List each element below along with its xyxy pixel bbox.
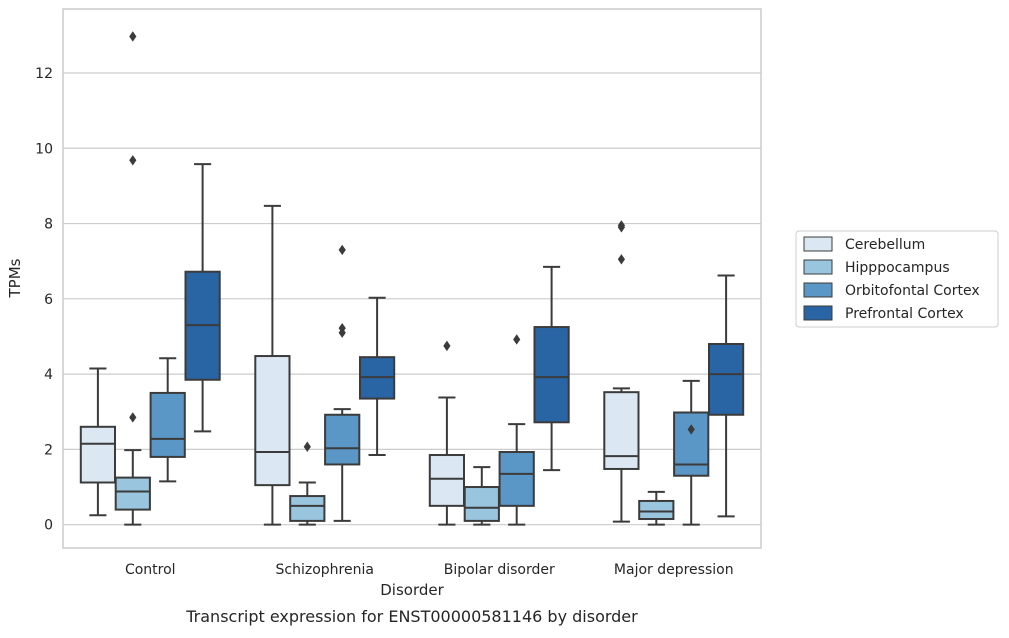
outlier-point <box>338 244 346 256</box>
box-iqr <box>498 451 535 507</box>
plot-area <box>63 9 761 548</box>
outlier-point <box>617 220 625 231</box>
box-iqr <box>289 495 326 522</box>
box-group <box>149 357 186 483</box>
box-group <box>603 220 640 523</box>
y-axis-label: TPMs <box>6 258 24 298</box>
outlier-point <box>129 31 137 42</box>
box-group <box>289 441 326 526</box>
box-iqr <box>707 342 745 416</box>
x-tick-label: Major depression <box>614 562 734 578</box>
y-tick-label: 4 <box>44 367 53 383</box>
legend-frame <box>795 230 999 328</box>
legend-swatch <box>803 236 833 252</box>
box-iqr <box>673 411 710 477</box>
outlier-point <box>129 155 137 166</box>
box-iqr <box>324 413 361 466</box>
x-tick-label: Bipolar disorder <box>444 562 555 578</box>
y-tick-label: 12 <box>35 66 53 82</box>
box-iqr <box>428 454 466 507</box>
box-iqr <box>463 486 500 522</box>
box-group <box>533 265 570 472</box>
box-group <box>707 274 745 518</box>
plot-frame <box>62 8 762 549</box>
legend: Cerebellum Hipppocampus Orbitofontal Corte… <box>795 230 999 328</box>
box-iqr <box>149 391 186 458</box>
box-group <box>324 244 361 522</box>
box-iqr <box>603 391 640 470</box>
box-group <box>254 204 291 526</box>
box-group <box>498 334 535 526</box>
y-tick-label: 6 <box>44 292 53 308</box>
y-tick-label: 2 <box>44 442 53 458</box>
box-group <box>638 490 675 526</box>
y-tick-label: 0 <box>44 518 53 534</box>
outlier-point <box>338 327 346 338</box>
box-group <box>673 379 710 526</box>
y-tick-labels: 0 2 4 6 8 10 12 <box>35 66 53 534</box>
box-iqr <box>114 476 151 511</box>
legend-label: Orbitofontal Cortex <box>845 283 980 299</box>
outlier-point <box>617 254 625 265</box>
legend-label: Prefrontal Cortex <box>845 306 964 322</box>
y-tick-label: 10 <box>35 141 53 157</box>
x-axis-label: Disorder <box>380 581 444 599</box>
legend-label: Cerebellum <box>845 237 925 253</box>
legend-swatch <box>803 305 833 321</box>
box-iqr <box>254 355 291 487</box>
box-iqr <box>79 425 117 484</box>
box-group <box>463 466 500 526</box>
outlier-point <box>513 334 521 345</box>
outlier-point <box>303 441 311 452</box>
box-group <box>114 31 151 526</box>
x-tick-labels: Control Schizophrenia Bipolar disorder Majo… <box>125 562 734 578</box>
outlier-point <box>687 424 695 435</box>
x-tick-label: Schizophrenia <box>276 562 374 578</box>
legend-swatch <box>803 282 833 298</box>
chart-caption: Transcript expression for ENST0000058114… <box>185 607 638 626</box>
box-group <box>358 296 396 457</box>
box-group <box>79 367 117 517</box>
box-group <box>184 163 221 433</box>
x-tick-label: Control <box>125 562 176 578</box>
boxes <box>79 31 745 526</box>
box-iqr <box>638 499 675 521</box>
outlier-point <box>129 412 137 423</box>
y-tick-label: 8 <box>44 217 53 233</box>
legend-swatch <box>803 259 833 275</box>
box-iqr <box>533 326 570 424</box>
outlier-point <box>443 340 451 352</box>
box-group <box>428 340 466 526</box>
legend-label: Hipppocampus <box>845 260 950 276</box>
